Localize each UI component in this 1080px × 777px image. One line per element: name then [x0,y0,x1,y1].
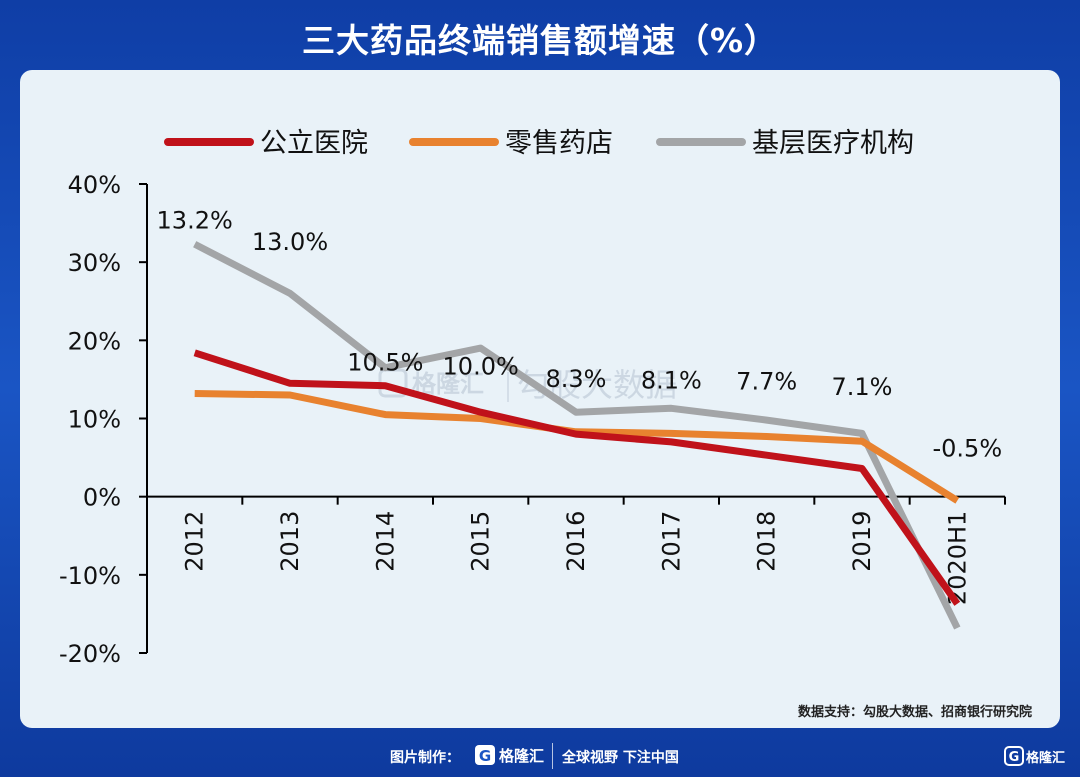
x-tick-label-1: 2013 [276,511,304,572]
corner-logo-text: 格隆汇 [1026,750,1065,766]
line-chart: 格隆汇 勾股大数据 公立医院 零售药店 基层医疗机构 -20%-10%0%10%20%… [59,128,1006,668]
x-tick-label-0: 2012 [181,511,209,572]
svg-text:G: G [479,747,491,765]
chart-series [193,241,961,630]
footer-divider [552,743,553,769]
data-label-7: 7.1% [832,373,893,401]
brand-logo-icon: G 格隆汇 [475,745,544,765]
y-tick-label-0: -20% [59,640,121,668]
footer-credit: 图片制作： [390,750,460,766]
chart-panel: 格隆汇 勾股大数据 公立医院 零售药店 基层医疗机构 -20% -10% 0% 10% 20%… [20,70,1060,728]
svg-text:G: G [1009,750,1020,765]
legend-label-2: 基层医疗机构 [752,128,914,159]
data-source-note: 数据支持：勾股大数据、招商银行研究院 [797,705,1032,720]
data-labels: 13.2% 13.0% 10.5% 10.0% 8.3% 8.1% 7.7% 7.1% -0.5… [157,206,1003,462]
data-label-0: 13.2% [157,206,233,234]
x-tick-label-5: 2017 [657,511,685,572]
x-tick-label-3: 2015 [467,511,495,572]
chart-legend: 公立医院 零售药店 基层医疗机构 [164,128,914,159]
x-tick-label-6: 2018 [753,511,781,572]
brand-logo-text: 格隆汇 [499,747,544,765]
data-label-6: 7.7% [736,367,797,395]
data-label-1: 13.0% [252,228,328,256]
data-label-4: 8.3% [546,365,607,393]
y-tick-label-4: 20% [68,327,121,355]
y-tick-label-2: 0% [83,484,121,512]
y-tick-label-5: 30% [68,249,121,277]
data-label-8: -0.5% [933,435,1003,463]
data-label-3: 10.0% [443,353,519,381]
footer-bar: 图片制作： G 格隆汇 全球视野 下注中国 [0,738,1080,777]
chart-axes: -20% -10% 0% 10% 20% 30% 40% 2012 2013 2014 2015 20… [59,171,1006,668]
x-tick-label-2: 2014 [371,511,399,572]
data-label-2: 10.5% [347,349,423,377]
chart-title: 三大药品终端销售额增速（%） [301,21,779,60]
y-tick-label-1: -10% [59,562,121,590]
y-tick-label-6: 40% [68,171,121,199]
footer-slogan: 全球视野 下注中国 [562,750,679,766]
corner-brand-logo-icon: G 格隆汇 [1004,746,1065,766]
legend-label-1: 零售药店 [505,128,613,159]
y-tick-label-3: 10% [68,406,121,434]
legend-label-0: 公立医院 [260,128,368,159]
x-tick-label-4: 2016 [562,511,590,572]
x-tick-label-7: 2019 [848,511,876,572]
data-label-5: 8.1% [641,366,702,394]
watermark-text: 勾股大数据 [517,366,677,404]
